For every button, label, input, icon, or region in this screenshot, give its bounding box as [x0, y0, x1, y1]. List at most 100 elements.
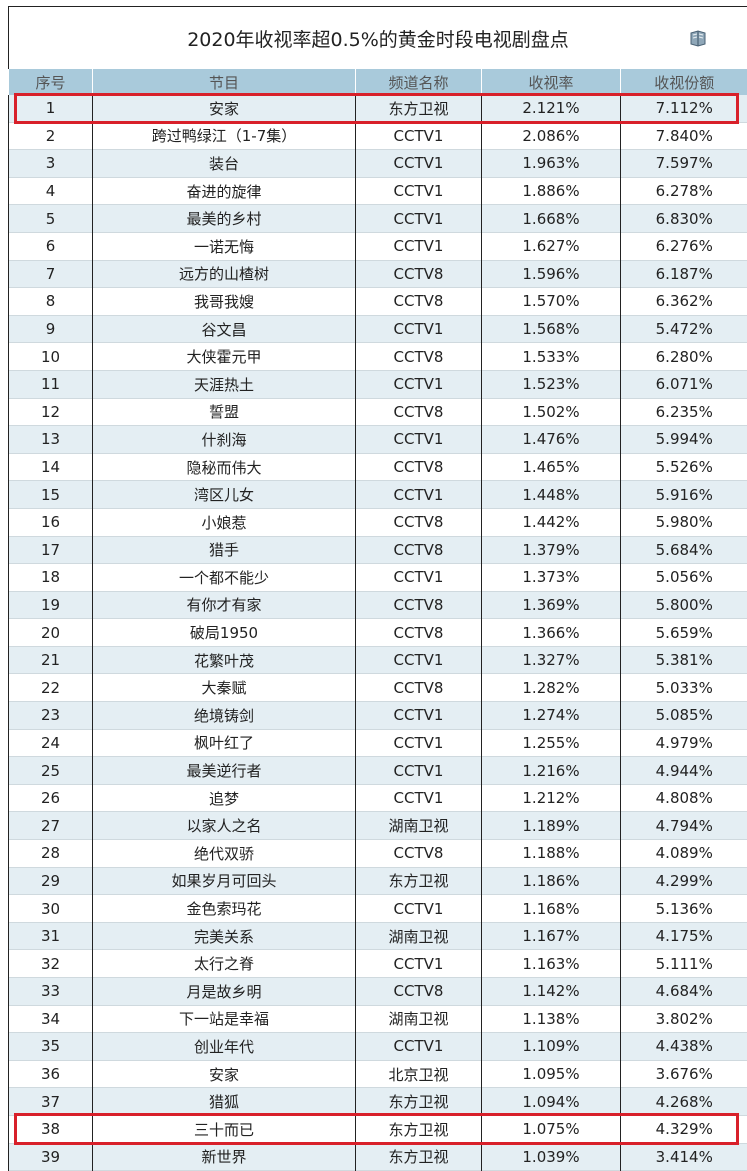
- cell-share: 4.794%: [621, 812, 747, 840]
- cell-channel: CCTV1: [356, 729, 482, 757]
- cell-rank: 29: [9, 867, 93, 895]
- cell-program: 一诺无悔: [93, 232, 356, 260]
- cell-share: 6.280%: [621, 343, 747, 371]
- cell-rating: 1.167%: [482, 922, 621, 950]
- cell-channel: 东方卫视: [356, 867, 482, 895]
- cell-channel: CCTV1: [356, 784, 482, 812]
- cell-channel: CCTV8: [356, 674, 482, 702]
- cell-program: 装台: [93, 150, 356, 178]
- cell-rank: 20: [9, 619, 93, 647]
- cell-rank: 36: [9, 1060, 93, 1088]
- cell-rating: 1.533%: [482, 343, 621, 371]
- cell-channel: CCTV8: [356, 978, 482, 1006]
- cell-channel: CCTV8: [356, 619, 482, 647]
- cell-rank: 21: [9, 646, 93, 674]
- cell-share: 4.175%: [621, 922, 747, 950]
- cell-rank: 13: [9, 426, 93, 454]
- cell-rating: 1.373%: [482, 564, 621, 592]
- cell-channel: 东方卫视: [356, 1088, 482, 1116]
- cell-rating: 1.668%: [482, 205, 621, 233]
- cell-channel: CCTV8: [356, 343, 482, 371]
- header-share: 收视份额: [621, 69, 747, 95]
- cell-rank: 35: [9, 1033, 93, 1061]
- cell-program: 猎狐: [93, 1088, 356, 1116]
- cell-rating: 1.327%: [482, 646, 621, 674]
- cell-program: 月是故乡明: [93, 978, 356, 1006]
- cell-program: 小娘惹: [93, 508, 356, 536]
- cell-program: 追梦: [93, 784, 356, 812]
- cell-rank: 16: [9, 508, 93, 536]
- cell-rating: 2.121%: [482, 95, 621, 122]
- cell-channel: CCTV1: [356, 426, 482, 454]
- cell-share: 5.033%: [621, 674, 747, 702]
- cell-program: 最美的乡村: [93, 205, 356, 233]
- cell-rank: 4: [9, 177, 93, 205]
- cell-rank: 6: [9, 232, 93, 260]
- cell-rating: 1.442%: [482, 508, 621, 536]
- cell-rating: 1.255%: [482, 729, 621, 757]
- cell-channel: CCTV1: [356, 895, 482, 923]
- cell-rating: 1.095%: [482, 1060, 621, 1088]
- cell-rating: 1.448%: [482, 481, 621, 509]
- cell-channel: 湖南卫视: [356, 1005, 482, 1033]
- cell-rank: 8: [9, 288, 93, 316]
- cell-share: 6.235%: [621, 398, 747, 426]
- cell-share: 7.112%: [621, 95, 747, 122]
- cell-rank: 30: [9, 895, 93, 923]
- cell-rating: 1.142%: [482, 978, 621, 1006]
- cell-rating: 1.502%: [482, 398, 621, 426]
- table-title-bar: 2020年收视率超0.5%的黄金时段电视剧盘点: [8, 6, 747, 69]
- cell-rank: 39: [9, 1143, 93, 1171]
- cell-share: 5.980%: [621, 508, 747, 536]
- cell-rank: 31: [9, 922, 93, 950]
- cell-program: 大侠霍元甲: [93, 343, 356, 371]
- cell-rank: 27: [9, 812, 93, 840]
- cell-rank: 2: [9, 122, 93, 150]
- cell-rank: 3: [9, 150, 93, 178]
- cell-rank: 5: [9, 205, 93, 233]
- cell-program: 隐秘而伟大: [93, 453, 356, 481]
- cell-program: 下一站是幸福: [93, 1005, 356, 1033]
- cell-channel: CCTV1: [356, 757, 482, 785]
- cell-channel: CCTV8: [356, 508, 482, 536]
- cell-rating: 1.476%: [482, 426, 621, 454]
- header-rank: 序号: [9, 69, 93, 95]
- cell-channel: CCTV1: [356, 122, 482, 150]
- cell-program: 创业年代: [93, 1033, 356, 1061]
- cell-program: 安家: [93, 95, 356, 122]
- cell-program: 枫叶红了: [93, 729, 356, 757]
- cell-share: 6.830%: [621, 205, 747, 233]
- cell-program: 安家: [93, 1060, 356, 1088]
- cell-rating: 1.212%: [482, 784, 621, 812]
- cell-program: 太行之脊: [93, 950, 356, 978]
- cell-share: 5.800%: [621, 591, 747, 619]
- cell-rating: 1.163%: [482, 950, 621, 978]
- header-channel: 频道名称: [356, 69, 482, 95]
- cell-share: 5.916%: [621, 481, 747, 509]
- cell-share: 5.381%: [621, 646, 747, 674]
- cell-rank: 1: [9, 95, 93, 122]
- cell-share: 3.676%: [621, 1060, 747, 1088]
- cell-rating: 1.188%: [482, 840, 621, 868]
- cell-share: 5.994%: [621, 426, 747, 454]
- cell-rating: 1.366%: [482, 619, 621, 647]
